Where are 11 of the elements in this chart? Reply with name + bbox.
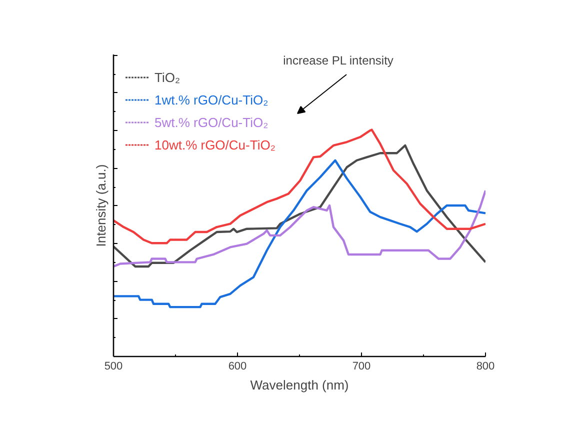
legend-label: 1wt.% rGO/Cu-TiO₂: [154, 92, 268, 108]
x-tick-label: 500: [104, 360, 123, 372]
legend-label: 10wt.% rGO/Cu-TiO₂: [154, 138, 276, 152]
y-axis-title: Intensity (a.u.): [94, 164, 108, 247]
x-tick-label: 600: [228, 360, 247, 372]
legend-label: TiO₂: [154, 70, 180, 85]
x-tick-label: 700: [352, 360, 371, 372]
legend-label: 5wt.% rGO/Cu-TiO₂: [154, 115, 268, 130]
text: increase PL intensity: [283, 54, 394, 68]
x-axis-title: Wavelength (nm): [250, 378, 349, 392]
x-tick-label: 800: [476, 360, 495, 372]
